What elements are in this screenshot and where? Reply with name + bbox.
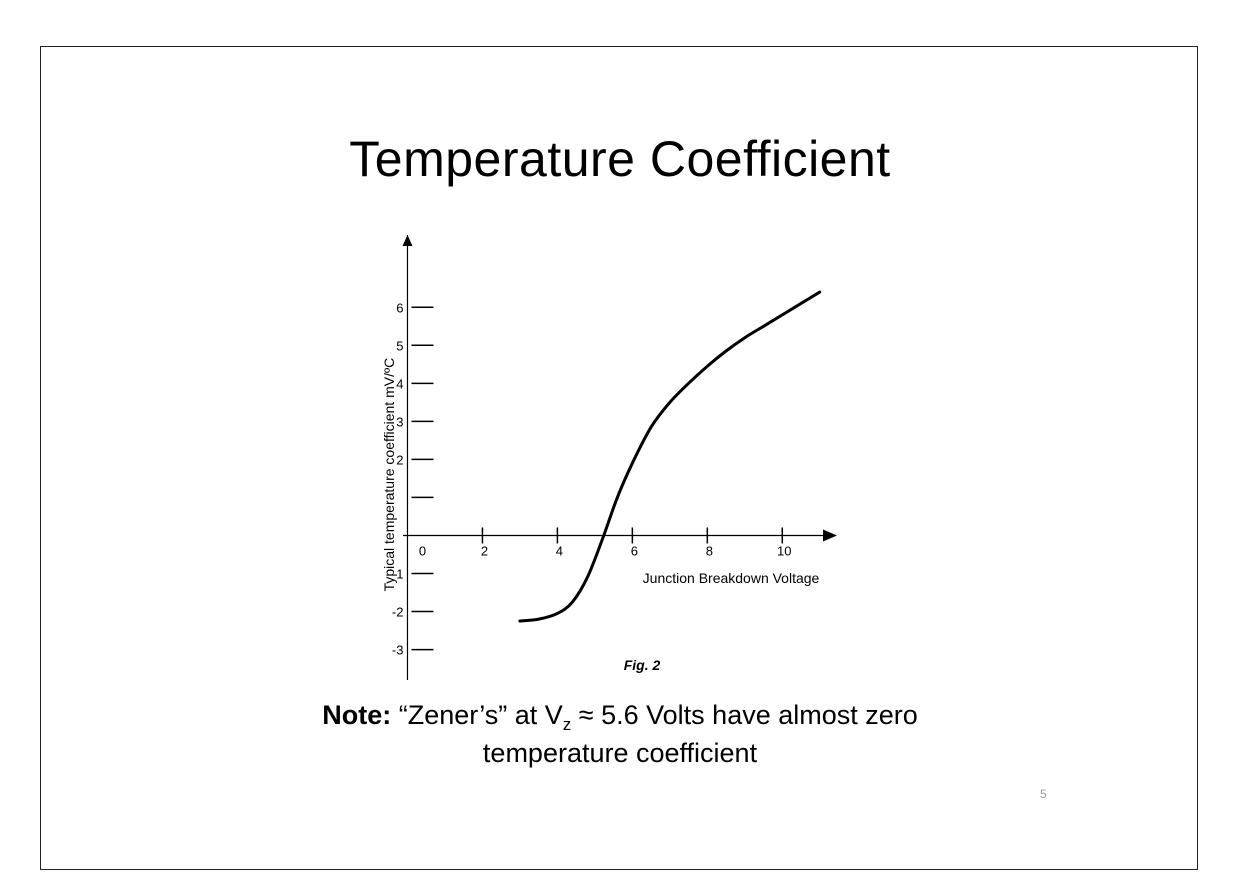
y-tick-label: -2 bbox=[392, 605, 404, 620]
x-tick-label: 6 bbox=[631, 543, 638, 558]
y-tick-label: 6 bbox=[396, 300, 403, 315]
x-axis-arrow bbox=[823, 529, 837, 542]
axes bbox=[402, 235, 837, 680]
y-axis-label: Typical temperature coefficient mV/ºC bbox=[381, 358, 397, 592]
note-line-2: temperature coefficient bbox=[482, 738, 758, 768]
y-tick-label: 5 bbox=[396, 338, 403, 353]
y-tick-label: 4 bbox=[396, 376, 403, 391]
x-axis-label: Junction Breakdown Voltage bbox=[643, 570, 820, 586]
x-tick-label: 2 bbox=[481, 543, 488, 558]
note-text-part1: “Zener’s” at V bbox=[391, 700, 563, 730]
x-tick-label: 8 bbox=[706, 543, 713, 558]
y-tick-label: -1 bbox=[392, 567, 404, 582]
ticks bbox=[411, 306, 784, 651]
note-bold-label: Note: bbox=[322, 700, 392, 730]
breakdown-curve bbox=[518, 290, 822, 623]
x-tick-label: 10 bbox=[777, 543, 791, 558]
note-subscript: z bbox=[562, 715, 572, 734]
note-text-part2: ≈ 5.6 Volts have almost zero bbox=[571, 700, 918, 730]
x-tick-label: 0 bbox=[419, 543, 426, 558]
slide-frame bbox=[40, 46, 1198, 870]
y-axis-arrow bbox=[402, 235, 413, 246]
slide-title: Temperature Coefficient bbox=[349, 131, 891, 187]
tick-labels: 6 5 4 3 2 -1 -2 -3 0 2 4 6 8 10 bbox=[392, 300, 792, 657]
page-number: 5 bbox=[1040, 787, 1047, 801]
note: Note: “Zener’s” at Vz ≈ 5.6 Volts have a… bbox=[0, 696, 1240, 772]
y-tick-label: 3 bbox=[396, 414, 403, 429]
note-line-1: Note: “Zener’s” at Vz ≈ 5.6 Volts have a… bbox=[0, 696, 1240, 734]
x-tick-label: 4 bbox=[556, 543, 563, 558]
figure-caption: Fig. 2 bbox=[624, 657, 661, 673]
y-tick-label: -3 bbox=[392, 643, 404, 658]
y-tick-label: 2 bbox=[396, 452, 403, 467]
